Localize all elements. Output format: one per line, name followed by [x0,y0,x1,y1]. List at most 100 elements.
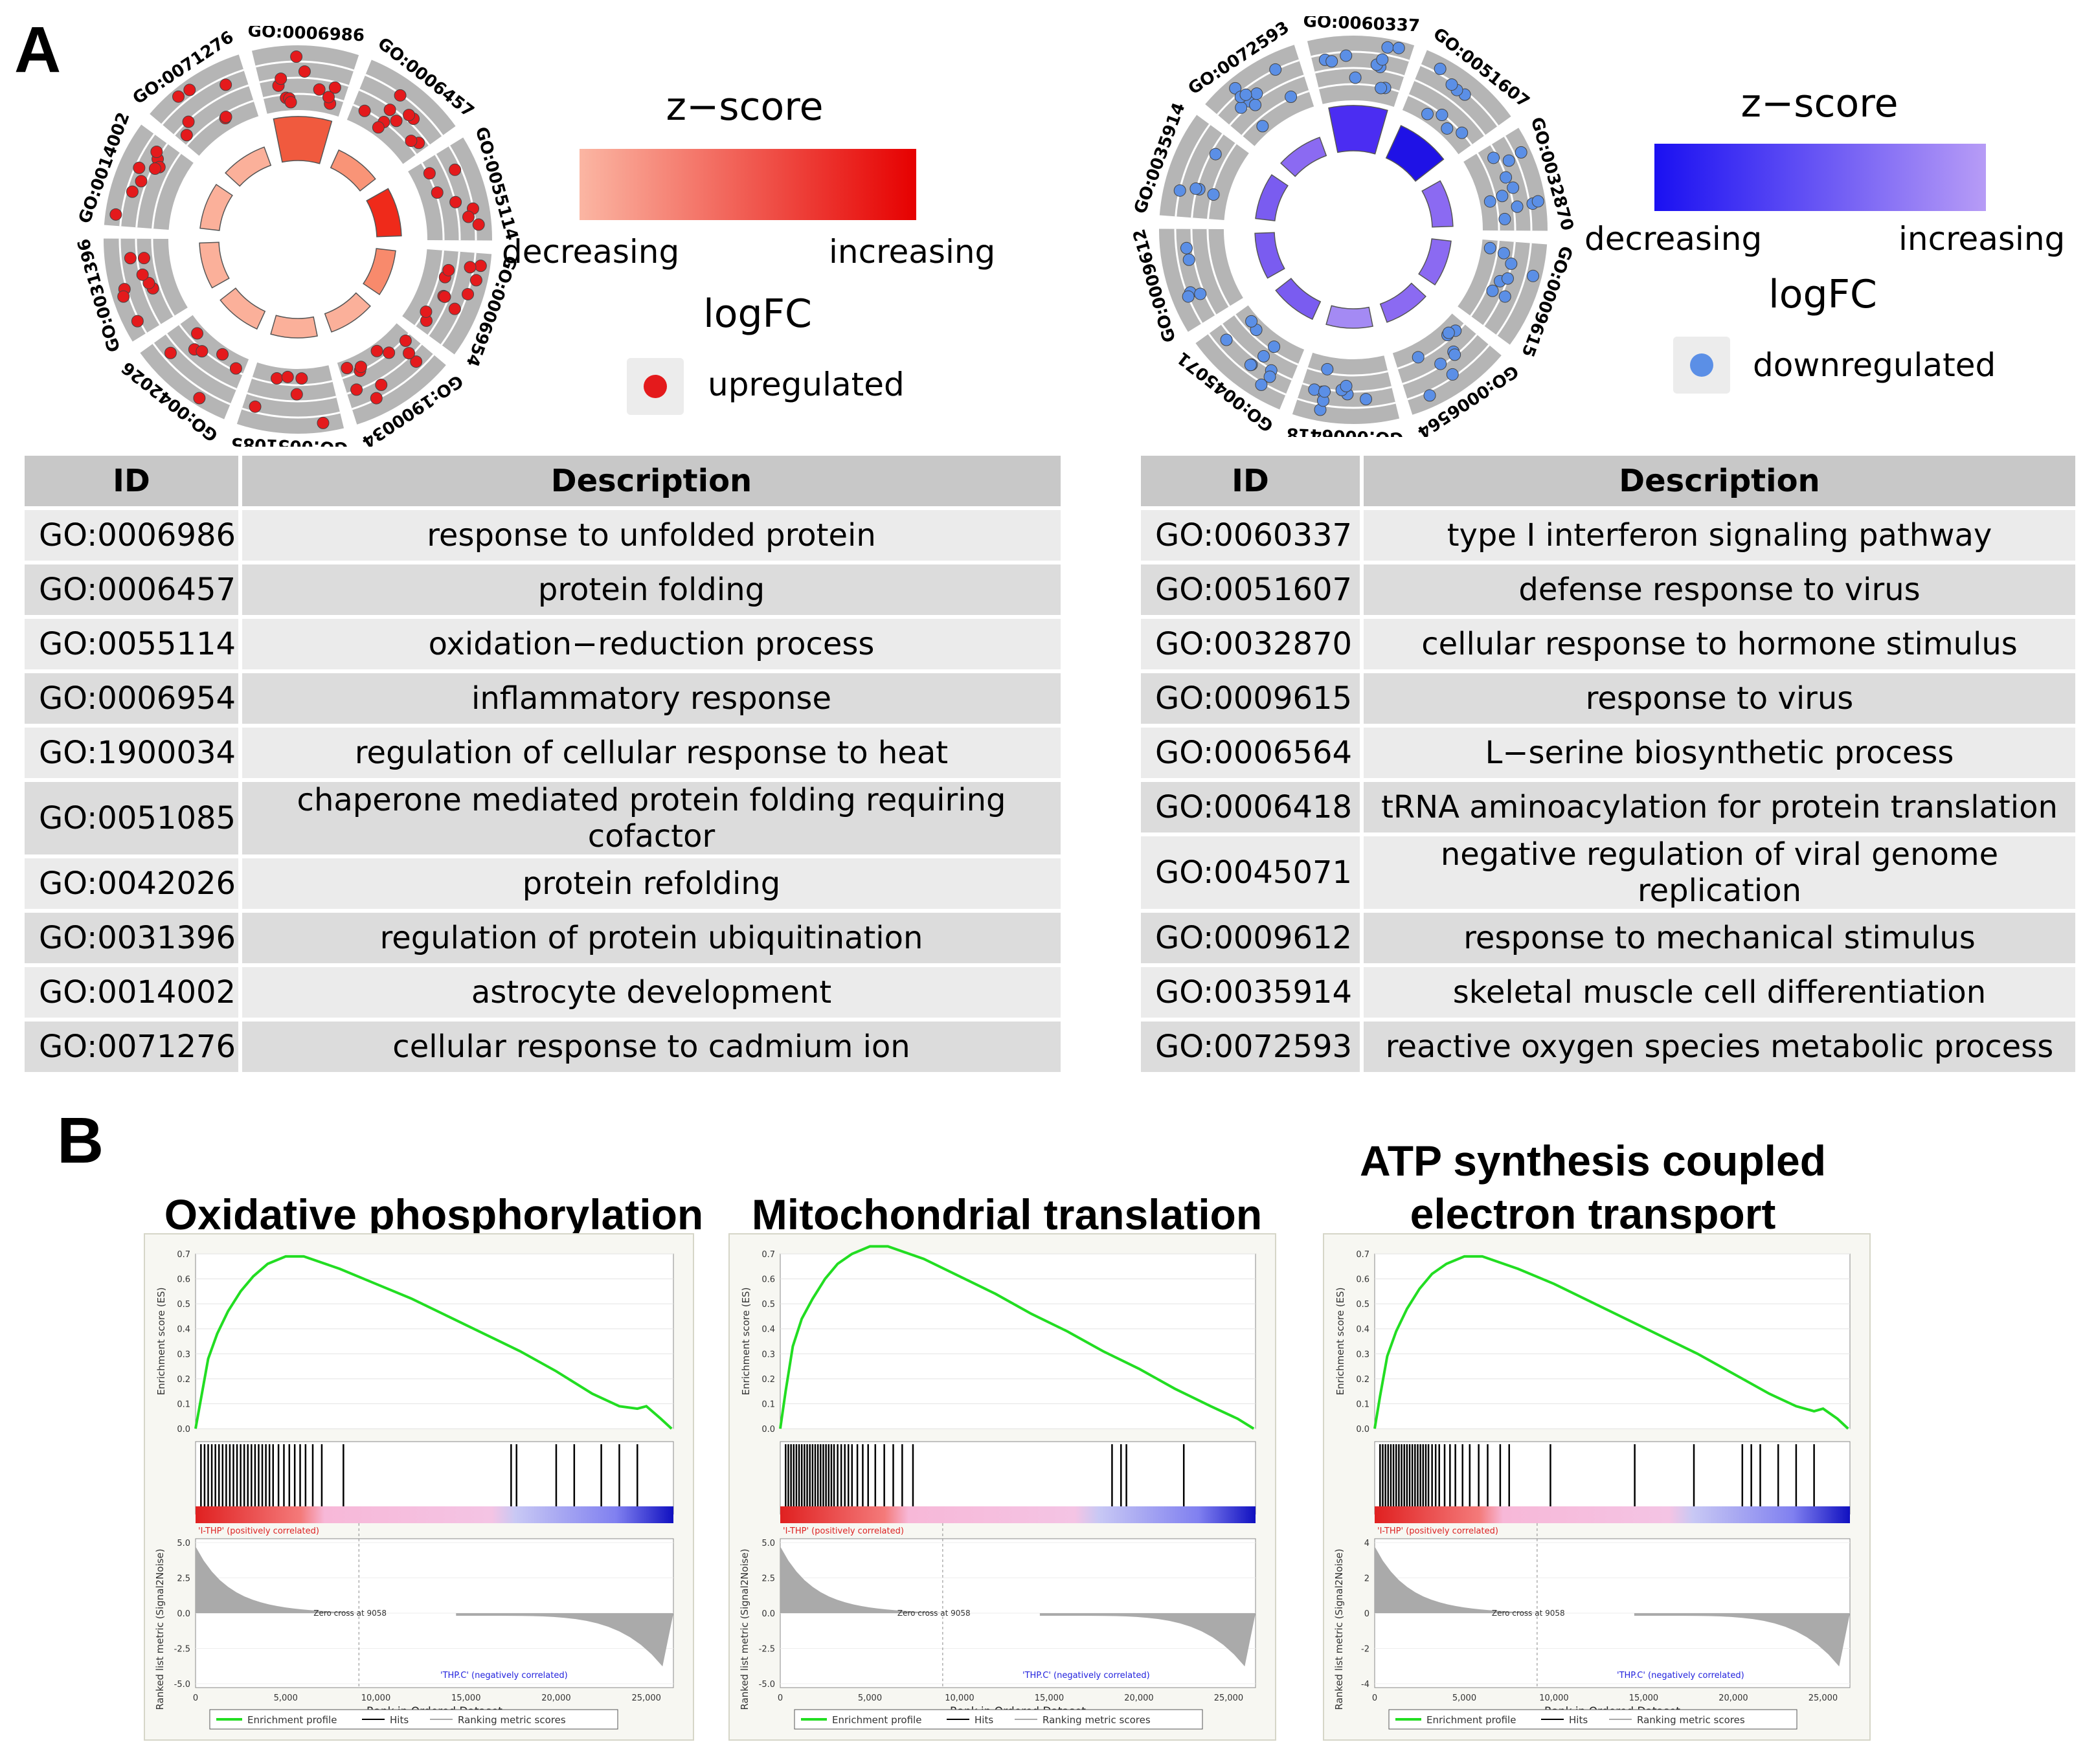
sector-guide-line [1207,142,1237,219]
gene-dot [383,104,396,117]
negative-correlation-label: 'THP.C' (negatively correlated) [440,1671,568,1680]
go-table-downregulated: ID Description GO:0060337 type I interfer… [1141,452,2075,1076]
gsea-legend [1388,1709,1797,1730]
x-tick-label: 0 [193,1693,198,1703]
sector-guide-line [174,84,249,136]
sector-guide-line [259,76,349,87]
legend-zscore-title-right: z−score [1741,81,1899,126]
gene-dot [1445,78,1458,91]
gene-dot [229,362,242,375]
go-description-cell: regulation of cellular response to heat [238,728,1061,778]
gene-dot [220,78,232,91]
gene-dot [109,208,122,221]
x-tick-label: 15,000 [1629,1693,1659,1703]
x-tick-label: 0 [778,1693,783,1703]
gene-dot [1511,200,1524,213]
es-axis-title: Enrichment score (ES) [155,1288,167,1396]
gsea-title-3: ATP synthesis coupled electron transport [1359,1137,1827,1238]
y-tick-label: 0.1 [1356,1400,1369,1409]
gene-dot [370,392,383,405]
gene-dot [193,392,206,405]
gene-dot [142,276,155,289]
gene-dot [341,362,354,375]
gene-dot [124,252,137,265]
y-tick-label: 0.4 [177,1325,190,1335]
gene-dot [1496,190,1509,203]
gene-dot [1256,120,1269,133]
legend-ranking-label: Ranking metric scores [1637,1714,1745,1726]
sector-guide-line [247,392,337,403]
gene-dot [1448,348,1461,361]
gene-dot [372,121,385,134]
zscore-bar [220,287,266,330]
y-tick-label: 0.0 [1356,1425,1369,1435]
x-tick-label: 20,000 [1124,1693,1154,1703]
y-tick-label: 0.0 [177,1425,190,1435]
gene-dot [295,372,308,385]
y-tick-label: 0.4 [1356,1325,1369,1335]
go-description-cell: regulation of protein ubiquitination [238,913,1061,963]
sector-guide-line [1504,135,1533,231]
y-tick-label: 0.2 [177,1375,190,1385]
table-row: GO:0006457 protein folding [25,564,1061,615]
gene-dot [328,81,341,94]
go-id-cell: GO:0006564 [1141,728,1360,778]
gene-dot [1235,101,1248,114]
legend-zscore-title: z−score [666,84,824,129]
go-description-cell: astrocyte development [238,967,1061,1018]
go-id-cell: GO:0031396 [25,913,238,963]
go-description-cell: oxidation−reduction process [238,619,1061,669]
gene-dot [1308,383,1321,396]
go-id-cell: GO:0032870 [1141,619,1360,669]
gene-dot [469,274,482,287]
zscore-bar [330,149,376,192]
go-circle-plot-upregulated: GO:0006986GO:0006457GO:0055114GO:0006954… [74,26,522,447]
panel-label-b: B [57,1104,104,1177]
zscore-bar [273,116,333,164]
sector-guide-line [1175,124,1211,217]
gene-dot [1376,53,1389,66]
legend-increasing-label: increasing [829,233,996,271]
metric-tick-label: 2.5 [761,1574,775,1584]
sector-guide-line [414,250,444,327]
zscore-bar [199,183,233,231]
gene-dot [317,416,330,429]
metric-tick-label: 0.0 [761,1609,775,1619]
metric-axis-title: Ranked list metric (Signal2Noise) [739,1548,750,1710]
gene-dot [1456,126,1469,139]
sector-guide-line [1241,90,1309,137]
metric-tick-label: -2 [1361,1645,1369,1655]
go-id-cell: GO:0006457 [25,564,238,615]
go-description-cell: chaperone mediated protein folding requi… [238,782,1061,854]
table-row: GO:1900034 regulation of cellular respons… [25,728,1061,778]
gene-dot [1436,109,1448,122]
gene-dot [182,115,195,128]
rank-heat-strip [1375,1506,1850,1523]
go-id-cell: GO:0071276 [25,1022,238,1072]
gene-dot [438,290,451,303]
gene-dot [275,73,287,85]
gene-dot [1229,82,1242,95]
go-sector [140,315,249,419]
sector-guide-line [352,353,434,410]
go-description-cell: L−serine biosynthetic process [1360,728,2075,778]
y-tick-label: 0.2 [1356,1375,1369,1385]
metric-tick-label: 4 [1364,1539,1369,1548]
go-description-cell: tRNA aminoacylation for protein translat… [1360,782,2075,832]
y-tick-label: 0.7 [177,1250,190,1260]
y-tick-label: 0.5 [1356,1300,1369,1310]
table-row: GO:0042026 protein refolding [25,858,1061,909]
gene-dot [1245,315,1258,328]
gene-dot [290,50,303,63]
legend-logfc-title: logFC [703,291,812,337]
es-axis-title: Enrichment score (ES) [740,1288,752,1396]
table-row: GO:0009615 response to virus [1141,673,2075,724]
table-row: GO:0035914 skeletal muscle cell different… [1141,967,2075,1018]
gene-dot [271,372,284,385]
gene-dot [1421,107,1434,120]
gene-dot [1498,212,1511,225]
gene-dot [137,252,150,265]
negative-correlation-label: 'THP.C' (negatively correlated) [1617,1671,1744,1680]
go-id-cell: GO:0051607 [1141,564,1360,615]
gene-dot [1250,87,1263,100]
